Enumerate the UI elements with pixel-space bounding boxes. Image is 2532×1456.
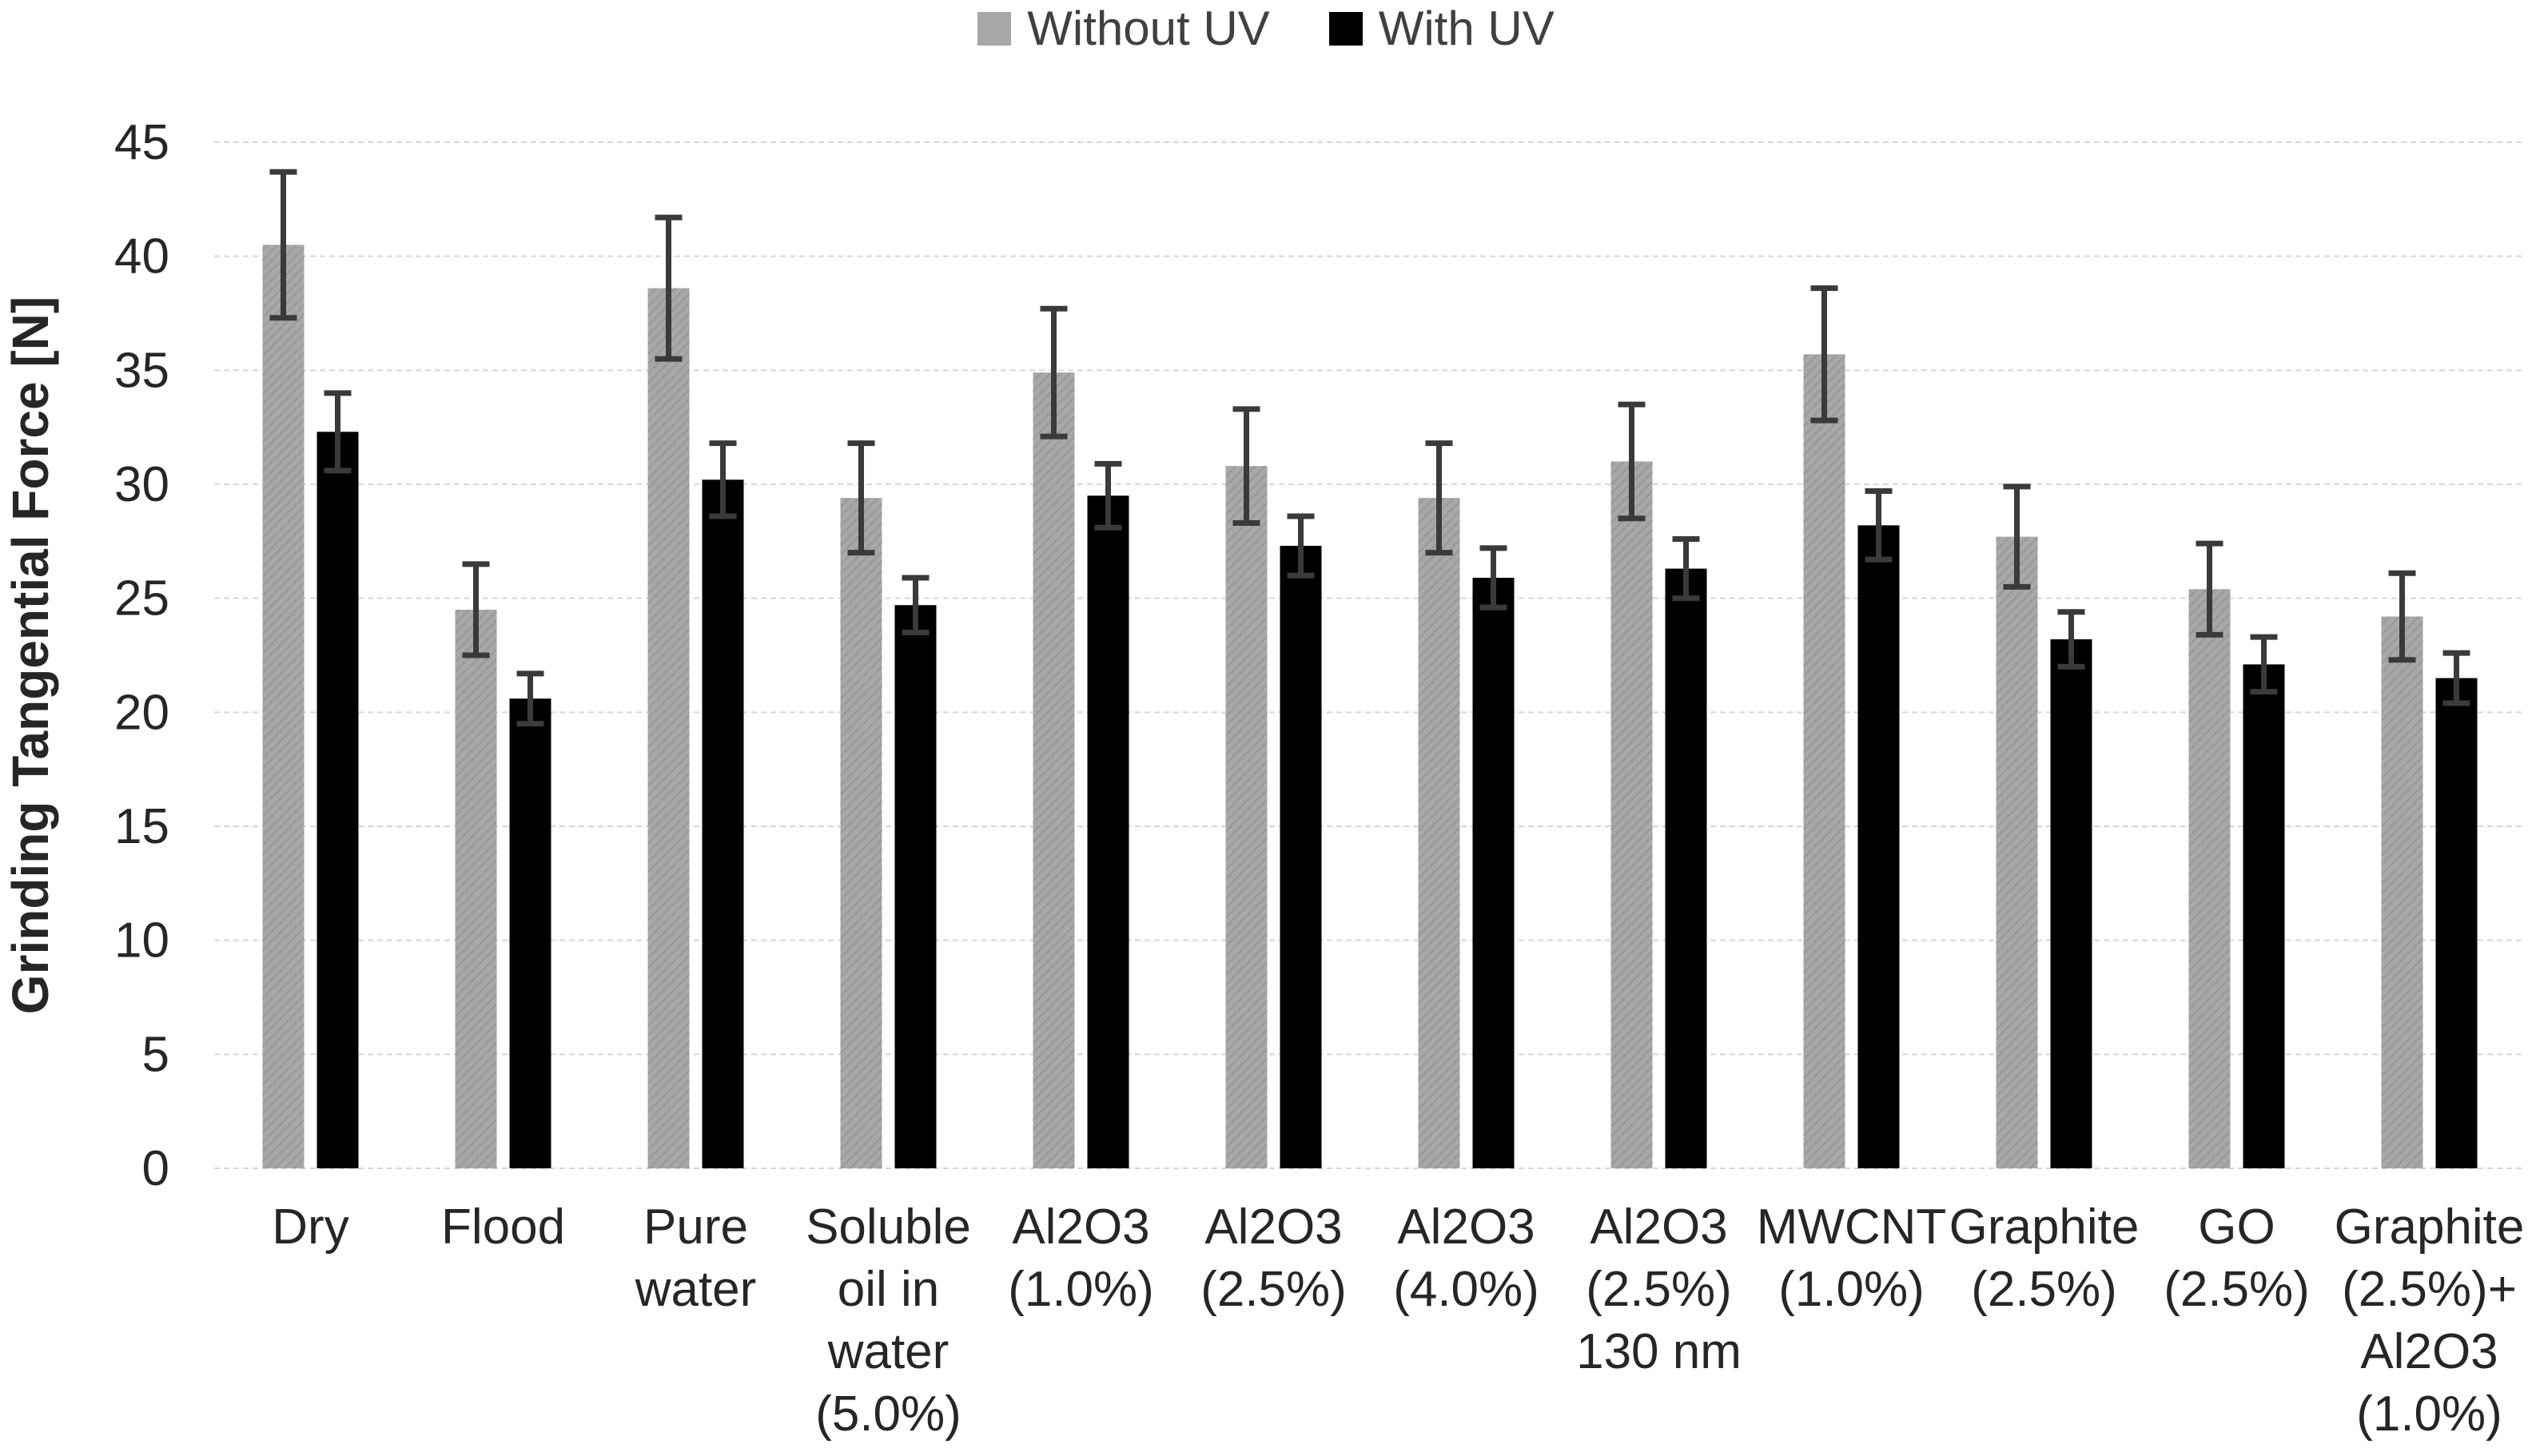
bar-with-uv-7 [1665, 568, 1707, 1168]
bar-without-uv-10 [2188, 589, 2231, 1168]
y-tick-label-0: 0 [142, 1141, 169, 1196]
category-label-6: Al2O3 (4.0%) [1393, 1199, 1539, 1317]
bar-with-uv-9 [2050, 639, 2092, 1168]
error-bar-with-uv-5 [1287, 513, 1315, 579]
error-bar-with-uv-4 [1094, 460, 1122, 531]
category-label-5: Al2O3 (2.5%) [1200, 1199, 1347, 1317]
y-tick-label-45: 45 [114, 115, 169, 170]
error-bar-with-uv-6 [1479, 545, 1507, 611]
bar-with-uv-5 [1280, 546, 1322, 1168]
y-tick-label-40: 40 [114, 229, 169, 284]
category-label-4: Al2O3 (1.0%) [1008, 1199, 1154, 1317]
y-tick-label-20: 20 [114, 685, 169, 740]
error-bar-without-uv-4 [1040, 305, 1068, 440]
error-bar-without-uv-1 [462, 561, 490, 658]
y-tick-label-5: 5 [142, 1027, 169, 1082]
bar-with-uv-2 [702, 479, 744, 1168]
bar-with-uv-4 [1087, 495, 1129, 1168]
category-label-9: Graphite (2.5%) [1949, 1199, 2140, 1317]
error-bar-with-uv-9 [2057, 609, 2085, 670]
category-label-7: Al2O3 (2.5%) 130 nm [1576, 1199, 1742, 1379]
category-label-8: MWCNT (1.0%) [1757, 1199, 1947, 1317]
y-tick-label-25: 25 [114, 571, 169, 627]
error-bar-without-uv-11 [2388, 570, 2416, 663]
category-label-2: Pure water [635, 1199, 757, 1317]
bar-without-uv-8 [1803, 354, 1845, 1168]
bar-with-uv-10 [2243, 664, 2285, 1168]
bar-without-uv-5 [1225, 466, 1268, 1168]
error-bar-with-uv-2 [709, 440, 737, 519]
category-label-3: Soluble oil in water (5.0%) [806, 1199, 971, 1442]
error-bar-with-uv-3 [902, 575, 930, 635]
bar-without-uv-11 [2381, 616, 2423, 1168]
y-axis-title: Grinding Tangential Force [N] [2, 296, 59, 1014]
bar-with-uv-11 [2435, 678, 2478, 1168]
error-bar-without-uv-0 [269, 169, 297, 321]
bar-without-uv-0 [262, 245, 305, 1168]
y-tick-label-15: 15 [114, 799, 169, 854]
bar-without-uv-3 [840, 498, 882, 1168]
y-tick-label-10: 10 [114, 913, 169, 969]
bar-without-uv-7 [1610, 461, 1653, 1168]
bar-without-uv-2 [647, 288, 690, 1169]
error-bar-without-uv-10 [2196, 540, 2223, 638]
bar-with-uv-1 [509, 698, 551, 1168]
error-bar-with-uv-0 [324, 390, 352, 474]
error-bar-with-uv-11 [2442, 650, 2470, 706]
error-bar-with-uv-7 [1672, 535, 1700, 602]
category-label-1: Flood [441, 1199, 565, 1255]
error-bar-without-uv-8 [1810, 285, 1838, 424]
bar-with-uv-6 [1472, 577, 1515, 1168]
error-bar-without-uv-5 [1232, 406, 1260, 527]
error-bar-without-uv-7 [1618, 401, 1646, 522]
error-bar-without-uv-3 [847, 440, 875, 556]
category-label-0: Dry [272, 1199, 348, 1255]
error-bar-with-uv-10 [2250, 634, 2278, 695]
error-bar-without-uv-6 [1425, 440, 1453, 556]
bar-without-uv-6 [1418, 498, 1460, 1168]
bar-without-uv-9 [1996, 536, 2038, 1168]
y-tick-label-30: 30 [114, 457, 169, 512]
category-label-11: Graphite (2.5%)+ Al2O3 (1.0%) [2335, 1199, 2525, 1442]
error-bar-with-uv-8 [1865, 488, 1893, 563]
bar-with-uv-0 [316, 432, 359, 1168]
error-bar-without-uv-2 [655, 214, 683, 362]
y-tick-label-35: 35 [114, 343, 169, 398]
bar-with-uv-8 [1857, 525, 1900, 1168]
error-bar-without-uv-9 [2003, 483, 2031, 590]
bar-with-uv-3 [894, 605, 937, 1168]
category-label-10: GO (2.5%) [2164, 1199, 2310, 1317]
error-bar-with-uv-1 [516, 670, 544, 727]
bar-without-uv-1 [455, 609, 497, 1168]
bar-without-uv-4 [1033, 372, 1075, 1169]
